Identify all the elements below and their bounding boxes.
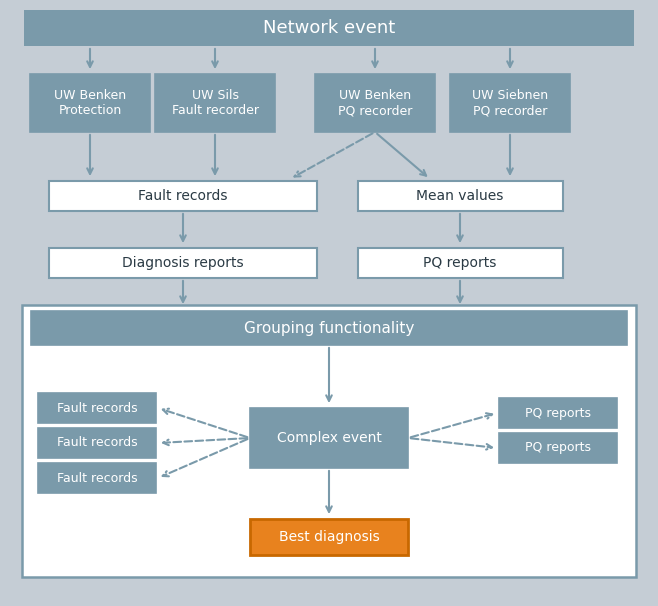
Text: UW Benken
Protection: UW Benken Protection [54, 89, 126, 117]
Text: Diagnosis reports: Diagnosis reports [122, 256, 244, 270]
Text: Fault records: Fault records [57, 471, 138, 485]
Bar [499, 433, 617, 463]
Text: Fault records: Fault records [138, 189, 228, 203]
Text: Complex event: Complex event [276, 431, 382, 445]
Text: PQ reports: PQ reports [525, 442, 591, 454]
Bar [24, 10, 634, 46]
Bar [155, 74, 275, 132]
Bar [38, 463, 156, 493]
Text: PQ reports: PQ reports [423, 256, 497, 270]
Bar [31, 311, 627, 345]
Text: UW Sils
Fault recorder: UW Sils Fault recorder [172, 89, 259, 117]
Text: Fault records: Fault records [57, 436, 138, 450]
Text: PQ reports: PQ reports [525, 407, 591, 419]
Bar [357, 181, 563, 211]
Text: UW Benken
PQ recorder: UW Benken PQ recorder [338, 89, 412, 117]
Bar [250, 408, 408, 468]
Bar [499, 398, 617, 428]
Bar [315, 74, 435, 132]
Bar [30, 74, 150, 132]
Bar [22, 305, 636, 577]
Bar [38, 428, 156, 458]
Bar [38, 393, 156, 423]
Text: Best diagnosis: Best diagnosis [278, 530, 380, 544]
Text: Grouping functionality: Grouping functionality [244, 321, 414, 336]
Bar [450, 74, 570, 132]
Bar [49, 248, 317, 278]
Bar [250, 519, 408, 555]
Text: Network event: Network event [263, 19, 395, 37]
Bar [49, 181, 317, 211]
Text: UW Siebnen
PQ recorder: UW Siebnen PQ recorder [472, 89, 548, 117]
Text: Mean values: Mean values [417, 189, 503, 203]
Bar [357, 248, 563, 278]
Text: Fault records: Fault records [57, 402, 138, 415]
